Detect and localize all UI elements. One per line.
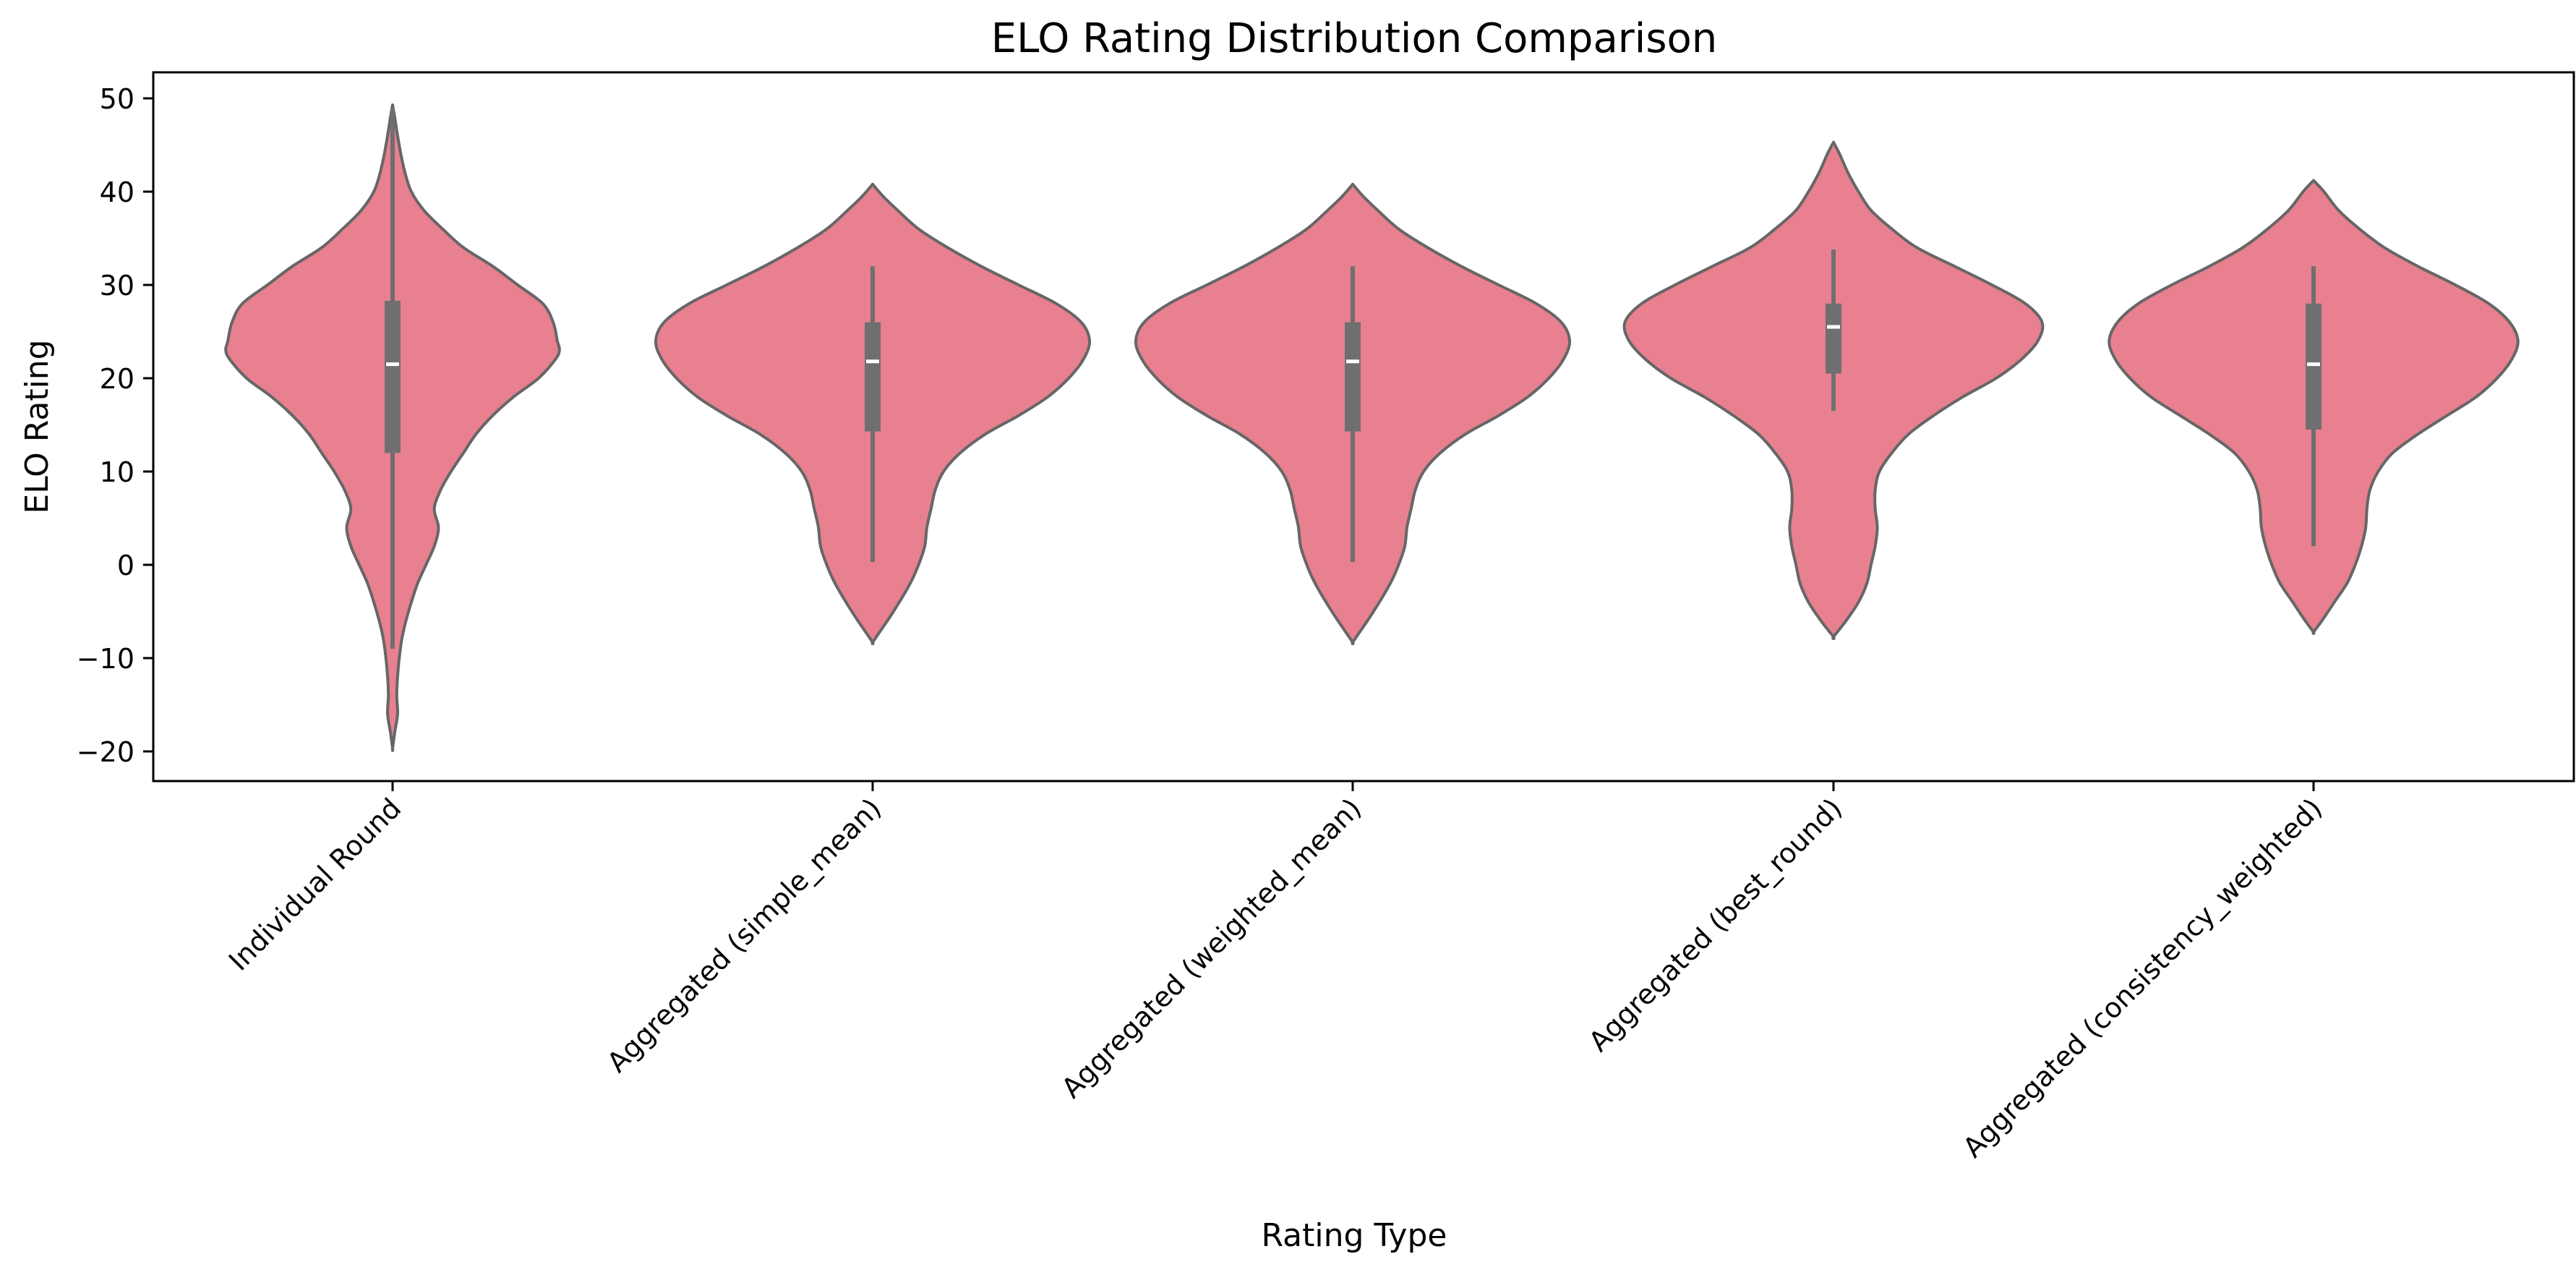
y-tick-label: 50	[100, 83, 134, 115]
violin-iqr-box	[1345, 322, 1361, 432]
y-tick-label: 10	[100, 456, 134, 488]
violin-0	[224, 103, 561, 752]
y-tick-label: 40	[100, 176, 134, 208]
y-tick-label: 20	[100, 363, 134, 395]
violin-1	[654, 182, 1092, 646]
y-tick-label: −20	[77, 736, 134, 768]
y-tick-label: 0	[117, 550, 134, 581]
violin-3	[1622, 140, 2045, 641]
violin-iqr-box	[865, 322, 881, 432]
violin-iqr-box	[2306, 303, 2322, 430]
y-tick-label: 30	[100, 270, 134, 302]
violin-4	[2108, 179, 2520, 635]
violin-iqr-box	[1826, 303, 1841, 374]
violin-iqr-box	[385, 300, 401, 453]
y-tick-label: −10	[77, 643, 134, 675]
plot-frame	[152, 71, 2575, 783]
x-axis-label: Rating Type	[1262, 1217, 1447, 1254]
chart-title: ELO Rating Distribution Comparison	[991, 15, 1718, 62]
violin-2	[1134, 182, 1572, 646]
violins-layer	[224, 103, 2520, 752]
y-axis-label: ELO Rating	[19, 339, 56, 513]
y-axis: −20 −10 0 10 20 30 40 50	[77, 83, 153, 768]
